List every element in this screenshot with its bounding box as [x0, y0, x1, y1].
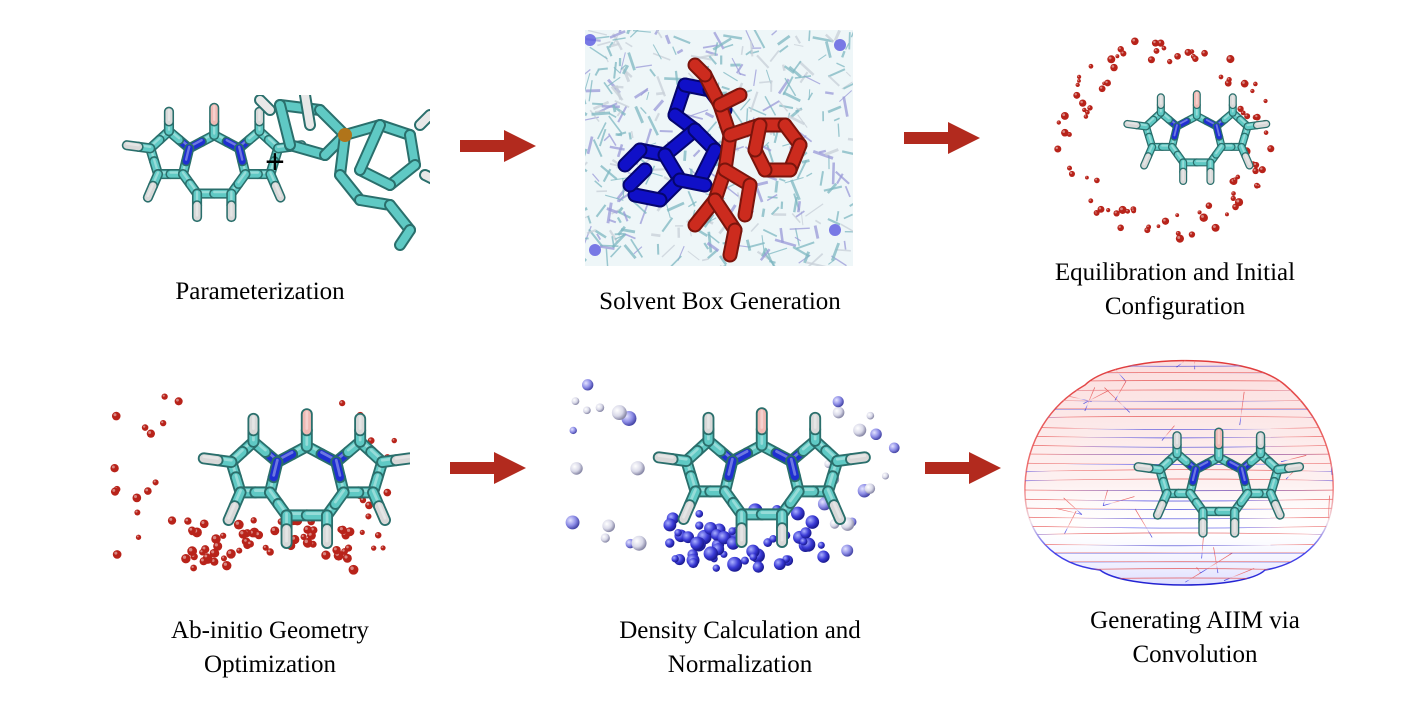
- caption-line: Solvent Box Generation: [599, 288, 841, 315]
- caption-ab-initio: Ab-initio Geometry Optimization: [110, 614, 430, 682]
- caption-line: Equilibration and Initial: [1054, 259, 1296, 286]
- point-cloud-icon: [110, 393, 410, 575]
- caption-equilibration: Equilibration and Initial Configuration: [1020, 256, 1330, 324]
- density-cloud-icon: [565, 379, 900, 573]
- right-arrow-icon: [450, 452, 528, 484]
- molecule-pair-icon: +: [121, 95, 430, 251]
- density-panel: [565, 360, 900, 580]
- caption-line: Ab-initio Geometry: [171, 617, 369, 644]
- parameterization-panel: +: [100, 95, 430, 255]
- caption-aiim: Generating AIIM via Convolution: [1040, 604, 1350, 672]
- right-arrow-icon: [925, 452, 1003, 484]
- caption-line: Optimization: [204, 651, 336, 678]
- caption-solvent-box: Solvent Box Generation: [560, 285, 880, 319]
- mesh-surface-icon: [1024, 359, 1334, 586]
- ab-initio-panel: [100, 380, 410, 580]
- caption-line: Convolution: [1132, 641, 1258, 668]
- right-arrow-icon: [904, 122, 982, 154]
- solvent-box-panel: [585, 30, 853, 266]
- aiim-panel: [1015, 345, 1345, 595]
- equilibration-panel: [1040, 18, 1290, 248]
- caption-line: Generating AIIM via: [1090, 607, 1300, 634]
- caption-line: Configuration: [1104, 293, 1246, 320]
- caption-parameterization: Parameterization: [120, 275, 400, 309]
- caption-line: Parameterization: [175, 278, 345, 305]
- point-cloud-icon: [1054, 37, 1275, 243]
- caption-line: Density Calculation and: [619, 617, 861, 644]
- right-arrow-icon: [460, 130, 538, 162]
- solvent-box-icon: [585, 30, 853, 266]
- plus-sign: +: [265, 143, 285, 181]
- caption-density: Density Calculation and Normalization: [580, 614, 900, 682]
- caption-line: Normalization: [667, 651, 813, 678]
